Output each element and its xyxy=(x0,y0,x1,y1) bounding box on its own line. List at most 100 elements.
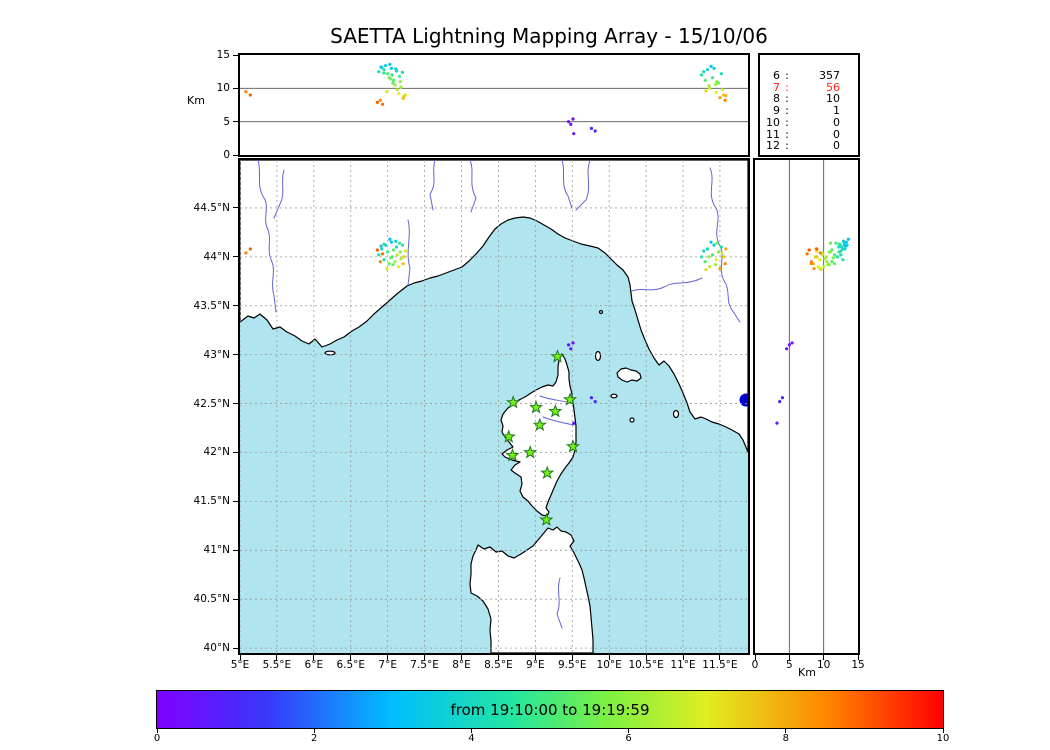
altitude-longitude-plot xyxy=(240,62,748,136)
altitude-reference-lines xyxy=(240,87,748,123)
lon-tick-label: 11.5°E xyxy=(702,659,738,671)
tick-mark xyxy=(682,655,684,660)
latitude-altitude-panel xyxy=(753,158,860,655)
tick-mark xyxy=(571,655,573,660)
elba-island xyxy=(616,367,642,383)
tick-mark xyxy=(424,655,426,660)
tick-mark xyxy=(942,729,944,733)
tick-mark xyxy=(233,54,238,56)
tick-mark xyxy=(350,655,352,660)
tick-mark xyxy=(156,729,158,733)
corsica xyxy=(500,353,577,517)
colorbar-tick-label: 10 xyxy=(936,733,950,744)
lat-tick-label: 41.5°N xyxy=(193,495,230,508)
colorbar-tick-label: 4 xyxy=(468,733,475,744)
altitude-axis-label-right: Km xyxy=(798,666,816,679)
tick-mark xyxy=(233,87,238,89)
colorbar-tick-label: 6 xyxy=(625,733,632,744)
colorbar-tick-label: 2 xyxy=(311,733,318,744)
tick-mark xyxy=(233,451,238,453)
tick-mark xyxy=(534,655,536,660)
tick-mark xyxy=(461,655,462,660)
gorgona-island xyxy=(598,309,604,315)
tick-mark xyxy=(857,655,859,660)
sardinia xyxy=(469,526,594,653)
station-count-row: 12:0 xyxy=(766,139,840,153)
colorbar-tick-label: 0 xyxy=(153,733,161,744)
map-panel xyxy=(238,158,750,655)
time-colorbar: from 19:10:00 to 19:19:59 xyxy=(156,690,944,729)
alt-tick-label: 10 xyxy=(816,659,831,671)
altitude-longitude-panel xyxy=(238,53,750,157)
rivers xyxy=(257,160,741,629)
alt-tick-label: 10 xyxy=(216,82,230,95)
station-marker xyxy=(540,465,555,480)
lat-tick-label: 40.5°N xyxy=(193,593,230,606)
lon-tick-label: 6.5°E xyxy=(336,659,366,671)
station-count-row: 9:1 xyxy=(773,104,840,118)
tick-mark xyxy=(785,729,787,733)
station-marker xyxy=(505,447,520,462)
station-marker xyxy=(539,512,554,526)
tick-mark xyxy=(313,655,315,660)
colorbar-tick-label: 8 xyxy=(782,733,789,744)
lon-tick-label: 8.5°E xyxy=(484,659,513,671)
map-gridlines xyxy=(240,160,748,653)
lon-tick-label: 7°E xyxy=(378,659,397,671)
lon-tick-label: 5.5°E xyxy=(262,659,292,671)
tick-mark xyxy=(645,655,647,660)
lat-tick-label: 42°N xyxy=(203,446,230,459)
coastline xyxy=(240,160,748,653)
tick-mark xyxy=(276,655,278,660)
tick-mark xyxy=(233,121,238,123)
altitude-axis-label-top: Km xyxy=(187,94,205,107)
tick-mark xyxy=(233,207,238,209)
tick-mark xyxy=(233,256,238,258)
alt-tick-label: 5 xyxy=(223,115,230,128)
altitude-reference-lines-right xyxy=(788,160,825,653)
lon-tick-label: 10.5°E xyxy=(628,659,664,671)
station-marker xyxy=(562,392,578,406)
lightning-scatter-altitude xyxy=(244,62,728,136)
tick-mark xyxy=(608,655,610,660)
station-marker xyxy=(548,403,563,418)
tick-mark xyxy=(233,500,238,502)
station-count-row: 10:0 xyxy=(766,115,840,129)
geographic-map xyxy=(240,160,748,653)
lat-tick-label: 44°N xyxy=(203,250,230,263)
alt-tick-label: 0 xyxy=(751,659,759,671)
lat-tick-label: 43°N xyxy=(203,348,230,361)
lon-tick-label: 9.5°E xyxy=(557,659,587,671)
lon-tick-label: 7.5°E xyxy=(410,659,439,671)
figure-title: SAETTA Lightning Mapping Array - 15/10/0… xyxy=(330,24,768,48)
alt-tick-label: 15 xyxy=(216,49,230,61)
station-marker xyxy=(529,400,544,414)
lon-tick-label: 9°E xyxy=(526,659,545,671)
tick-mark xyxy=(754,655,756,660)
station-count-row: 11:0 xyxy=(766,127,840,141)
lightning-scatter-latitude xyxy=(775,237,850,425)
tick-mark xyxy=(470,729,472,733)
tick-mark xyxy=(313,729,315,733)
station-marker xyxy=(523,445,538,459)
tick-mark xyxy=(788,655,790,660)
lon-tick-label: 11°E xyxy=(670,659,696,671)
tick-mark xyxy=(233,403,238,405)
lon-tick-label: 5°E xyxy=(230,659,250,671)
station-count-row: 7:56 xyxy=(773,80,840,94)
alt-tick-label: 15 xyxy=(851,659,865,671)
alt-tick-label: 5 xyxy=(785,659,793,671)
station-marker xyxy=(506,395,521,409)
colorbar-label: from 19:10:00 to 19:19:59 xyxy=(450,700,650,719)
tick-mark xyxy=(233,549,238,551)
station-count-list: 6:357 7:56 8:10 9:1 10:0 11:0 12:0 xyxy=(760,55,858,152)
pianosa-island xyxy=(610,393,618,399)
station-count-row: 6:357 xyxy=(773,69,840,82)
mainland-coast xyxy=(240,160,748,453)
tick-mark xyxy=(233,305,238,307)
giglio-island xyxy=(672,409,680,419)
tick-mark xyxy=(233,647,238,649)
tick-mark xyxy=(497,655,499,660)
lon-tick-label: 10°E xyxy=(596,659,622,671)
tick-mark xyxy=(233,154,238,156)
